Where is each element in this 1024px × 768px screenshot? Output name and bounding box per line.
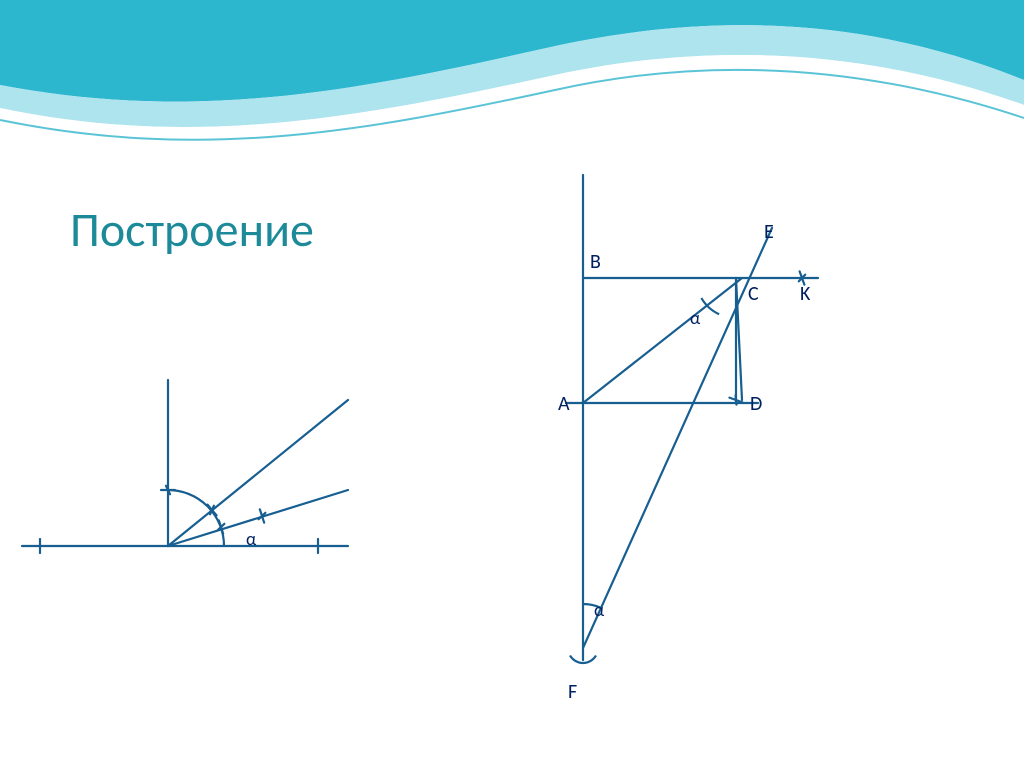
header-swoosh: [0, 0, 1024, 140]
point-label-F: F: [568, 680, 577, 704]
left-diagram: α: [22, 380, 348, 553]
slide: Построение αABCDEKFαα: [0, 0, 1024, 768]
alpha-label-left: α: [246, 528, 257, 550]
alpha-label-right-0: α: [690, 307, 701, 329]
alpha-label-right-1: α: [594, 599, 605, 621]
point-label-A: A: [558, 392, 570, 416]
point-label-D: D: [750, 392, 762, 416]
point-label-E: E: [764, 220, 774, 244]
point-label-B: B: [590, 250, 601, 274]
right-diagram: A B C D E K Fα α: [558, 175, 818, 704]
point-label-C: C: [748, 282, 759, 306]
point-label-K: K: [800, 282, 811, 306]
diagram-canvas: α A B C D E K Fα α: [0, 0, 1024, 768]
